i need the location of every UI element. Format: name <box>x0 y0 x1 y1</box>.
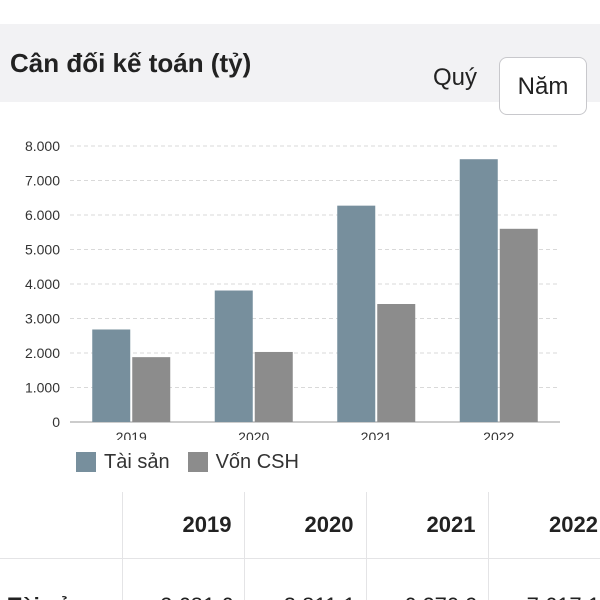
table-row: Tài sản 2.681,6 3.811,1 6.270,9 7.617,1 <box>0 558 600 600</box>
bar-equity <box>377 304 416 422</box>
x-tick-label: 2021 <box>361 429 392 440</box>
table-cell: 3.811,1 <box>243 558 366 600</box>
balance-sheet-chart: 0 1.000 2.000 3.000 4.000 5.000 6.000 7.000 8.00… <box>0 120 600 485</box>
legend-swatch-equity <box>187 452 208 472</box>
x-tick-label: 2020 <box>238 429 269 440</box>
chart-legend: Tài sản Vốn CSH <box>76 448 317 476</box>
y-tick-label: 0 <box>52 414 60 430</box>
y-tick-label: 1.000 <box>25 380 60 396</box>
legend-label-equity: Vốn CSH <box>215 450 299 473</box>
y-tick-label: 3.000 <box>25 311 60 327</box>
table-cell: 6.270,9 <box>365 558 488 600</box>
legend-swatch-assets <box>76 452 96 472</box>
y-tick-label: 2.000 <box>25 345 60 361</box>
x-tick-label: 2022 <box>483 429 514 440</box>
table-header-year: 2022 <box>487 492 600 559</box>
legend-item-equity[interactable]: Vốn CSH <box>187 450 299 474</box>
year-toggle-button[interactable]: Năm <box>499 57 587 115</box>
bar-assets <box>92 329 131 422</box>
table-header-row: 2019 2020 2021 2022 <box>0 492 600 559</box>
balance-sheet-table: 2019 2020 2021 2022 Tài sản 2.681,6 3.81… <box>0 492 600 600</box>
y-tick-label: 6.000 <box>25 207 60 223</box>
legend-label-assets: Tài sản <box>104 450 170 473</box>
table-row-label: Tài sản <box>0 558 122 600</box>
table-cell: 2.681,6 <box>121 558 244 600</box>
bar-assets <box>459 159 498 422</box>
top-strip <box>0 0 600 24</box>
bar-equity <box>499 228 538 422</box>
y-tick-label: 8.000 <box>25 138 60 154</box>
y-tick-label: 5.000 <box>25 242 60 258</box>
bar-equity <box>254 351 293 422</box>
x-tick-label: 2019 <box>116 429 147 440</box>
section-header: Cân đối kế toán (tỷ) Quý Năm <box>0 24 600 115</box>
table-header-year: 2021 <box>365 492 488 559</box>
section-title: Cân đối kế toán (tỷ) <box>10 48 252 78</box>
bar-equity <box>132 357 171 422</box>
y-tick-label: 7.000 <box>25 173 60 189</box>
table-header-year: 2020 <box>243 492 366 559</box>
quarter-toggle-button[interactable]: Quý <box>432 64 477 91</box>
data-table: 2019 2020 2021 2022 Tài sản 2.681,6 3.81… <box>0 492 600 600</box>
table-header-blank <box>0 492 122 559</box>
y-tick-label: 4.000 <box>25 276 60 292</box>
bar-assets <box>337 205 376 422</box>
bar-chart-svg: 0 1.000 2.000 3.000 4.000 5.000 6.000 7.000 8.00… <box>25 138 560 440</box>
legend-item-assets[interactable]: Tài sản <box>76 451 170 474</box>
bar-assets <box>214 290 253 422</box>
table-cell: 7.617,1 <box>487 558 600 600</box>
table-header-year: 2019 <box>121 492 244 559</box>
